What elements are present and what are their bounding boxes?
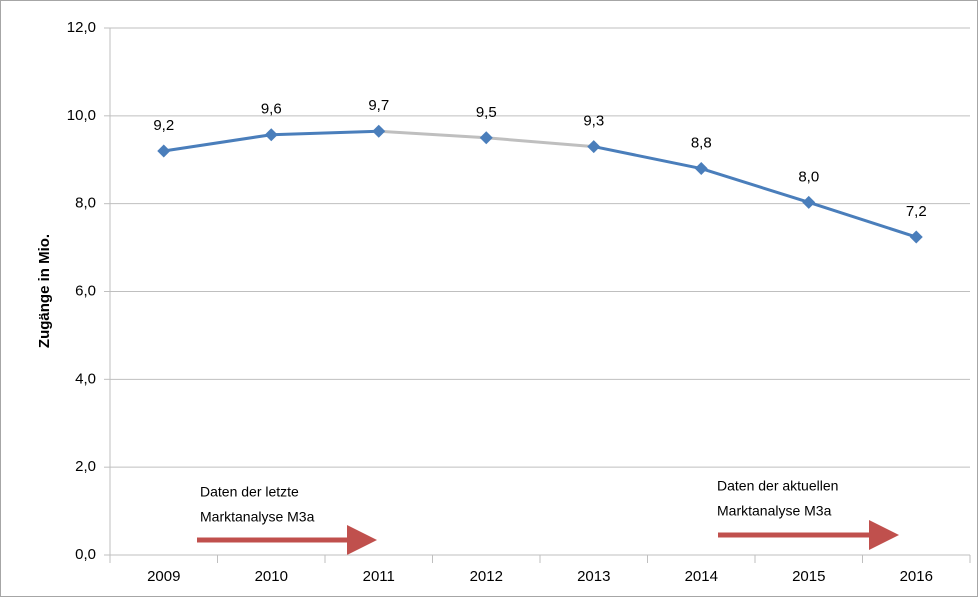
marker — [694, 162, 708, 176]
x-tick-label: 2015 — [792, 568, 825, 585]
line-segment — [378, 129, 487, 140]
x-tick-label: 2012 — [470, 568, 503, 585]
line-segment — [271, 129, 379, 137]
marker — [587, 140, 601, 154]
marker — [802, 195, 816, 209]
y-tick-label: 0,0 — [75, 546, 96, 563]
marker — [372, 124, 386, 138]
marker — [479, 131, 493, 145]
x-tick-label: 2014 — [685, 568, 718, 585]
data-label: 7,2 — [906, 203, 927, 220]
data-label: 9,7 — [368, 97, 389, 114]
data-label: 9,6 — [261, 101, 282, 118]
y-tick-label: 8,0 — [75, 195, 96, 212]
x-tick-label: 2013 — [577, 568, 610, 585]
annotation: Marktanalyse M3a — [717, 503, 832, 519]
line-segment — [486, 136, 594, 149]
line-segment — [808, 200, 917, 239]
line-segment — [700, 167, 810, 204]
line-segment — [163, 133, 272, 153]
marker — [264, 128, 278, 142]
annotation: Marktanalyse M3a — [200, 509, 315, 525]
data-label: 8,8 — [691, 135, 712, 152]
y-axis-label: Zugänge in Mio. — [36, 234, 53, 348]
line-segment — [593, 145, 702, 171]
annotation: Daten der aktuellen — [717, 478, 838, 494]
x-tick-label: 2016 — [900, 568, 933, 585]
x-tick-label: 2010 — [255, 568, 288, 585]
marker — [157, 144, 171, 158]
y-tick-label: 10,0 — [67, 107, 96, 124]
data-label: 8,0 — [798, 168, 819, 185]
data-label: 9,3 — [583, 113, 604, 130]
y-tick-label: 6,0 — [75, 282, 96, 299]
x-tick-label: 2011 — [363, 568, 395, 585]
x-tick-label: 2009 — [147, 568, 180, 585]
data-label: 9,5 — [476, 104, 497, 121]
y-tick-label: 4,0 — [75, 370, 96, 387]
y-tick-label: 12,0 — [67, 19, 96, 36]
annotation: Daten der letzte — [200, 484, 299, 500]
data-label: 9,2 — [153, 117, 174, 134]
marker — [909, 230, 923, 244]
y-tick-label: 2,0 — [75, 458, 96, 475]
